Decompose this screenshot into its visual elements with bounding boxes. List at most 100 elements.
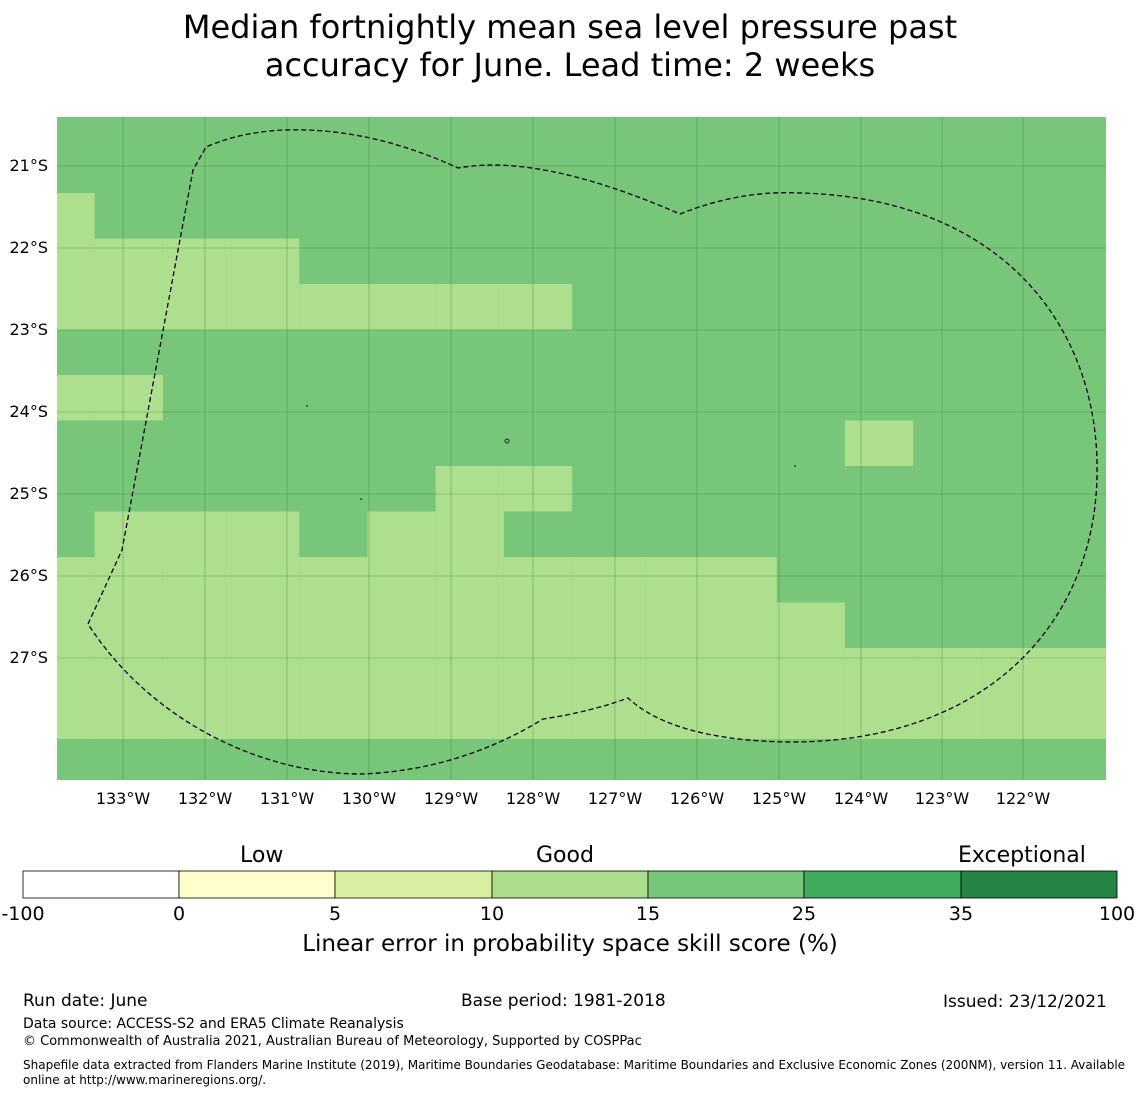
- latitude-label: 27°S: [9, 648, 48, 667]
- skill-grid-cells: [57, 117, 1106, 780]
- skill-cell: [435, 466, 504, 512]
- data-source: Data source: ACCESS-S2 and ERA5 Climate …: [23, 1016, 404, 1032]
- skill-cell: [572, 693, 641, 739]
- skill-cell: [162, 238, 232, 284]
- skill-cell: [435, 511, 504, 557]
- latitude-label: 22°S: [9, 238, 48, 257]
- colorbar-tick-label: 15: [635, 903, 661, 925]
- skill-cell: [367, 284, 436, 330]
- latitude-label: 24°S: [9, 402, 48, 421]
- skill-cell: [572, 648, 641, 694]
- colorbar-segment: [334, 870, 493, 899]
- skill-cell: [94, 648, 163, 694]
- skill-cell: [844, 420, 914, 466]
- skill-cell: [57, 648, 95, 694]
- longitude-label: 123°W: [914, 789, 970, 808]
- skill-cell: [367, 602, 436, 648]
- skill-cell: [57, 284, 95, 330]
- skill-cell: [503, 602, 573, 648]
- longitude-label: 131°W: [259, 789, 315, 808]
- title-line-2: accuracy for June. Lead time: 2 weeks: [264, 46, 876, 84]
- skill-cell: [57, 238, 95, 284]
- shapefile-credit: Shapefile data extracted from Flanders M…: [23, 1058, 1126, 1087]
- skill-cell: [503, 466, 573, 512]
- skill-cell: [435, 602, 504, 648]
- skill-cell: [57, 693, 95, 739]
- skill-cell: [57, 602, 95, 648]
- colorbar-label: Linear error in probability space skill …: [302, 931, 838, 957]
- colorbar: [22, 870, 1118, 899]
- colorbar-segment: [491, 870, 649, 899]
- skill-cell: [435, 648, 504, 694]
- skill-cell: [299, 557, 368, 603]
- skill-map: [57, 117, 1106, 780]
- skill-cell: [844, 648, 914, 694]
- skill-cell: [231, 238, 300, 284]
- eez-boundary: [87, 129, 1098, 775]
- skill-cell: [94, 557, 163, 603]
- skill-cell: [435, 557, 504, 603]
- skill-cell: [1049, 693, 1106, 739]
- skill-cell: [981, 648, 1050, 694]
- skill-cell: [367, 511, 436, 557]
- skill-cell: [162, 693, 232, 739]
- skill-cell: [162, 511, 232, 557]
- skill-cell: [844, 693, 914, 739]
- longitude-label: 124°W: [833, 789, 889, 808]
- skill-cell: [162, 284, 232, 330]
- colorbar-segment: [647, 870, 805, 899]
- skill-cell: [94, 511, 163, 557]
- skill-cell: [776, 693, 845, 739]
- colorbar-tick-label: 25: [791, 903, 817, 925]
- skill-cell: [94, 284, 163, 330]
- colorbar-tick-label: 5: [328, 903, 342, 925]
- skill-cell: [231, 648, 300, 694]
- colorbar-tick-label: -100: [1, 903, 45, 925]
- skill-cell: [299, 602, 368, 648]
- skill-cell: [367, 693, 436, 739]
- map-gridlines: [57, 117, 1106, 780]
- skill-cell: [708, 557, 777, 603]
- longitude-label: 129°W: [423, 789, 479, 808]
- colorbar-tick-label: 10: [479, 903, 505, 925]
- island-marker: [306, 405, 308, 407]
- skill-cell: [231, 511, 300, 557]
- latitude-label: 23°S: [9, 320, 48, 339]
- skill-cell: [981, 693, 1050, 739]
- longitude-label: 128°W: [505, 789, 561, 808]
- colorbar-segment: [22, 870, 180, 899]
- skill-cell: [94, 602, 163, 648]
- base-period: Base period: 1981-2018: [461, 991, 666, 1011]
- skill-cell: [231, 693, 300, 739]
- longitude-label: 133°W: [95, 789, 151, 808]
- skill-cell: [640, 602, 709, 648]
- skill-cell: [231, 557, 300, 603]
- skill-cell: [162, 602, 232, 648]
- skill-cell: [435, 284, 504, 330]
- island-marker: [360, 498, 362, 500]
- skill-cell: [57, 375, 95, 421]
- skill-cell: [572, 602, 641, 648]
- latitude-label: 26°S: [9, 566, 48, 585]
- colorbar-tick-label: 100: [1098, 903, 1136, 925]
- skill-cell: [94, 238, 163, 284]
- colorbar-segment: [178, 870, 336, 899]
- longitude-label: 130°W: [341, 789, 397, 808]
- skill-cell: [640, 557, 709, 603]
- skill-cell: [299, 693, 368, 739]
- colorbar-tick-label: 35: [948, 903, 974, 925]
- skill-cell: [94, 375, 163, 421]
- colorbar-category-low: Low: [240, 843, 284, 868]
- skill-cell: [299, 284, 368, 330]
- skill-cell: [503, 557, 573, 603]
- latitude-label: 25°S: [9, 484, 48, 503]
- skill-cell: [1049, 648, 1106, 694]
- skill-cell: [503, 648, 573, 694]
- skill-cell: [913, 693, 982, 739]
- island-marker: [504, 438, 510, 444]
- skill-cell: [231, 284, 300, 330]
- colorbar-tick-label: 0: [172, 903, 186, 925]
- copyright: © Commonwealth of Australia 2021, Austra…: [23, 1034, 642, 1049]
- colorbar-segment: [803, 870, 962, 899]
- run-date: Run date: June: [23, 991, 148, 1011]
